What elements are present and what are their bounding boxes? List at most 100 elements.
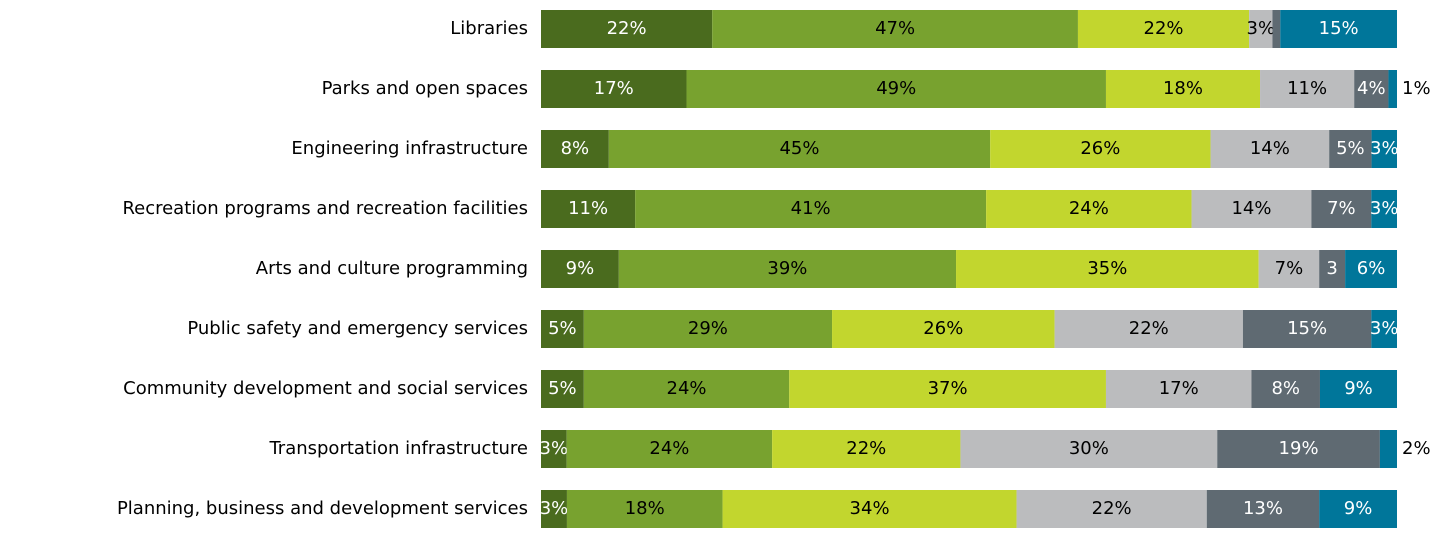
value-label: 8% bbox=[561, 138, 590, 159]
value-label: 1% bbox=[1402, 78, 1431, 99]
bar-segment bbox=[1260, 70, 1355, 108]
bar-segment bbox=[1249, 10, 1273, 48]
bar-segment bbox=[1191, 190, 1312, 228]
value-label: 11% bbox=[568, 198, 608, 219]
value-label: 15% bbox=[1287, 318, 1327, 339]
bar-segment bbox=[789, 370, 1106, 408]
bar-segment bbox=[1210, 130, 1330, 168]
bar-segment bbox=[1329, 130, 1372, 168]
value-label: 14% bbox=[1231, 198, 1271, 219]
bar-segment bbox=[1206, 490, 1320, 528]
category-label: Libraries bbox=[450, 18, 528, 39]
value-label: 22% bbox=[846, 438, 886, 459]
bar-segment bbox=[986, 190, 1192, 228]
bar-segment bbox=[541, 370, 584, 408]
bar-segment bbox=[1319, 250, 1346, 288]
category-label: Community development and social service… bbox=[123, 378, 528, 399]
value-label: 3% bbox=[1370, 138, 1399, 159]
value-label: 45% bbox=[779, 138, 819, 159]
value-label: 9% bbox=[1344, 498, 1373, 519]
value-label: 35% bbox=[1087, 258, 1127, 279]
value-label: 3% bbox=[540, 498, 569, 519]
value-label: 15% bbox=[1319, 18, 1359, 39]
bar-segment bbox=[583, 370, 790, 408]
value-label: 2% bbox=[1402, 438, 1431, 459]
bar-segment bbox=[1016, 490, 1207, 528]
value-label: 3% bbox=[540, 438, 569, 459]
value-label: 11% bbox=[1287, 78, 1327, 99]
value-label: 17% bbox=[594, 78, 634, 99]
value-label: 7% bbox=[1275, 258, 1304, 279]
bar-segment bbox=[1054, 310, 1243, 348]
value-label: 6% bbox=[1357, 258, 1386, 279]
bar-segment bbox=[1077, 10, 1250, 48]
bar-segment bbox=[1272, 10, 1281, 48]
value-label: 14% bbox=[1250, 138, 1290, 159]
bar-segment bbox=[832, 310, 1055, 348]
value-label: 18% bbox=[625, 498, 665, 519]
category-label: Parks and open spaces bbox=[322, 78, 528, 99]
bar-segment bbox=[686, 70, 1106, 108]
bar-segment bbox=[1105, 70, 1261, 108]
bar-segment bbox=[772, 430, 961, 468]
bar-segment bbox=[1311, 190, 1372, 228]
value-label: 3 bbox=[1326, 258, 1337, 279]
bar-segment bbox=[1280, 10, 1397, 48]
value-label: 5% bbox=[548, 318, 577, 339]
bar-segment bbox=[618, 250, 957, 288]
bar-segment bbox=[541, 310, 584, 348]
value-label: 26% bbox=[1080, 138, 1120, 159]
value-label: 9% bbox=[1344, 378, 1373, 399]
bar-segment bbox=[1345, 250, 1397, 288]
bar-segment bbox=[583, 310, 833, 348]
value-label: 22% bbox=[1129, 318, 1169, 339]
value-label: 13% bbox=[1243, 498, 1283, 519]
value-label: 17% bbox=[1159, 378, 1199, 399]
value-label: 8% bbox=[1271, 378, 1300, 399]
bar-segment bbox=[541, 70, 687, 108]
category-label: Arts and culture programming bbox=[256, 258, 528, 279]
value-label: 29% bbox=[688, 318, 728, 339]
bar-segment bbox=[960, 430, 1218, 468]
bar-segment bbox=[541, 250, 619, 288]
bar-segment bbox=[1371, 130, 1397, 168]
value-label: 37% bbox=[928, 378, 968, 399]
value-label: 49% bbox=[876, 78, 916, 99]
bar-segment bbox=[1371, 310, 1397, 348]
category-label: Planning, business and development servi… bbox=[117, 498, 528, 519]
value-label: 34% bbox=[850, 498, 890, 519]
bar-segment bbox=[541, 10, 713, 48]
value-label: 39% bbox=[767, 258, 807, 279]
bar-segment bbox=[566, 430, 773, 468]
bar-segment bbox=[990, 130, 1211, 168]
bar-segment bbox=[1105, 370, 1252, 408]
value-label: 7% bbox=[1327, 198, 1356, 219]
bar-segment bbox=[712, 10, 1078, 48]
value-label: 22% bbox=[1144, 18, 1184, 39]
category-label: Engineering infrastructure bbox=[291, 138, 528, 159]
value-label: 24% bbox=[667, 378, 707, 399]
category-label: Transportation infrastructure bbox=[268, 438, 528, 459]
value-label: 22% bbox=[607, 18, 647, 39]
bar-segment bbox=[566, 490, 723, 528]
bar-segment bbox=[541, 430, 567, 468]
category-label: Public safety and emergency services bbox=[187, 318, 528, 339]
value-label: 41% bbox=[791, 198, 831, 219]
bar-segment bbox=[1319, 370, 1397, 408]
bar-segment bbox=[956, 250, 1259, 288]
bar-segment bbox=[541, 130, 609, 168]
value-label: 5% bbox=[548, 378, 577, 399]
bar-segment bbox=[1354, 70, 1389, 108]
value-label: 47% bbox=[875, 18, 915, 39]
bar-segment bbox=[608, 130, 991, 168]
bar-segment bbox=[1379, 430, 1397, 468]
bar-segment bbox=[1251, 370, 1320, 408]
category-label: Recreation programs and recreation facil… bbox=[122, 198, 528, 219]
value-label: 24% bbox=[649, 438, 689, 459]
value-label: 4% bbox=[1357, 78, 1386, 99]
bar-segment bbox=[1319, 490, 1397, 528]
value-label: 26% bbox=[923, 318, 963, 339]
value-label: 3% bbox=[1370, 318, 1399, 339]
bar-segment bbox=[1371, 190, 1397, 228]
